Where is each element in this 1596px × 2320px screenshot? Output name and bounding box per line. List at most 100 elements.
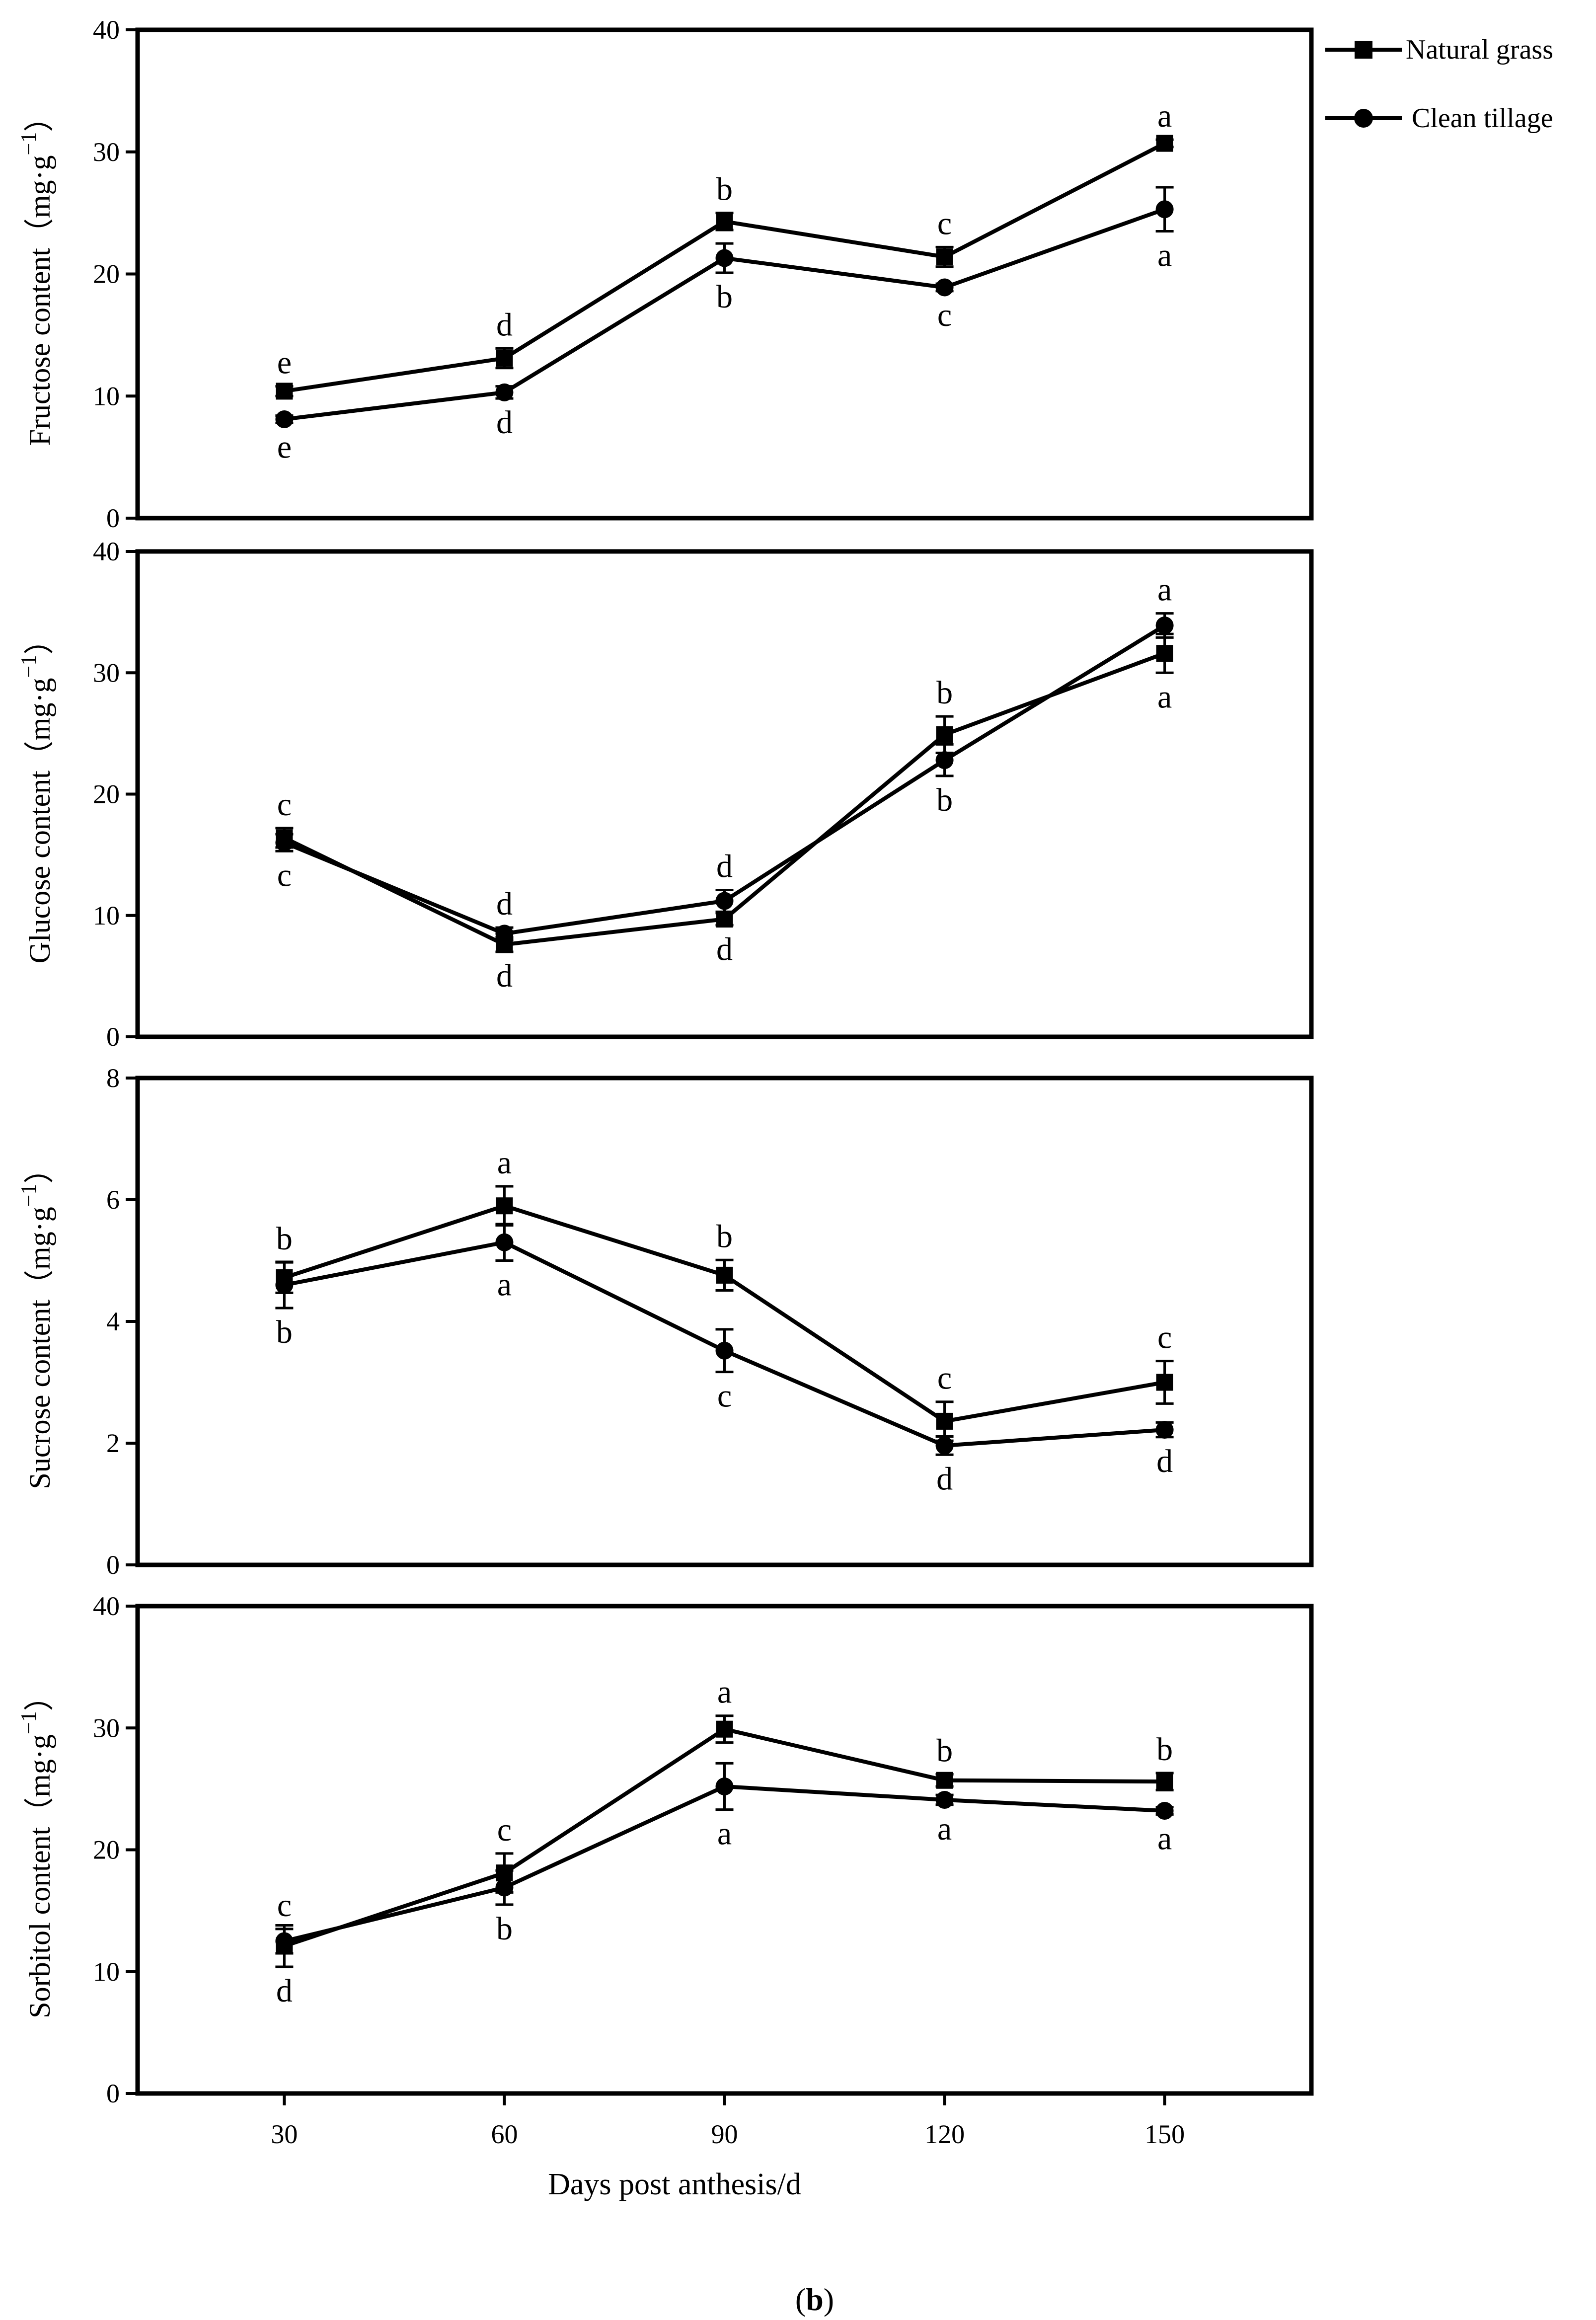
data-point [936,1772,953,1789]
x-tick-label: 120 [924,2119,965,2149]
data-point [1155,616,1174,634]
data-point [1155,1802,1174,1820]
significance-letter: a [717,1674,732,1710]
data-point [275,1276,294,1294]
y-axis-label: Fructose content（mg·g−1） [16,102,56,446]
x-tick-label: 60 [491,2119,518,2149]
y-axis-label-exponent: −1 [16,655,41,678]
series-clean-tillage [275,612,1174,943]
data-point [275,1932,294,1950]
data-point [496,350,513,367]
data-point [936,248,953,266]
significance-letter: d [1156,1443,1173,1479]
x-tick-label: 150 [1144,2119,1185,2149]
significance-letter: b [496,1911,513,1947]
series-clean-tillage [275,186,1174,428]
data-point [715,1777,734,1795]
y-tick-label: 10 [93,901,120,930]
significance-letter: d [936,1461,953,1497]
significance-letter: c [937,205,952,241]
data-point [716,213,733,230]
y-axis-label: Glucose content（mg·g−1） [16,625,56,964]
significance-letter: b [716,171,733,208]
y-tick-label: 0 [106,2079,120,2108]
significance-letter: c [937,297,952,333]
significance-letter: e [277,345,292,381]
y-axis-label-exponent: −1 [16,1183,41,1207]
data-point [495,1878,514,1897]
y-tick-label: 8 [106,1063,120,1093]
significance-letter: a [937,1811,952,1847]
y-axis-label-tail: ） [23,1681,56,1711]
data-point [1156,645,1173,662]
significance-letter: c [1157,1319,1172,1356]
y-tick-label: 0 [106,503,120,533]
legend: Natural grass Clean tillage [1325,34,1553,134]
data-point [496,1197,513,1215]
y-tick-label: 10 [93,1957,120,1987]
significance-letter: a [717,1816,732,1852]
y-axis-label-tail: ） [23,102,56,132]
y-tick-label: 4 [106,1307,120,1336]
significance-letter: b [276,1314,293,1350]
significance-letter: a [497,1145,512,1181]
y-tick-label: 30 [93,1713,120,1743]
data-point [935,1436,954,1455]
data-point [935,751,954,770]
significance-letter: a [497,1267,512,1303]
panel-1: 0 10 20 30 40 Fructose content（mg·g−1） e e d d b b c… [16,15,1314,533]
data-point [1155,200,1174,219]
legend-label-natural-grass: Natural grass [1406,34,1553,65]
y-tick-label: 6 [106,1185,120,1215]
y-tick-label: 0 [106,1022,120,1052]
series-natural-grass [275,1714,1174,1968]
data-point [715,1341,734,1360]
y-tick-label: 40 [93,537,120,566]
y-axis-label: Sorbitol content（mg·g−1） [16,1681,56,2018]
circle-marker-icon [1354,109,1373,128]
panel-4: 0 10 20 30 40 Sorbitol content（mg·g−1） 30 60 90 1… [16,1591,1314,2149]
data-point [716,1720,733,1738]
significance-letter: b [936,675,953,711]
series-clean-tillage [275,1762,1174,1955]
significance-letter: d [496,307,513,343]
significance-letter: a [1157,679,1172,715]
significance-letter: d [496,404,513,441]
x-axis-label: Days post anthesis/d [548,2167,801,2201]
y-tick-label: 20 [93,259,120,289]
series-natural-grass [275,1185,1174,1442]
significance-letter: c [497,1812,512,1848]
significance-letter: c [277,1887,292,1924]
significance-letter: b [936,782,953,818]
significance-letter: b [1156,1731,1173,1768]
y-tick-label: 40 [93,1591,120,1621]
series-clean-tillage [275,1223,1174,1456]
x-tick-label: 90 [711,2119,738,2149]
significance-letter: d [496,886,513,922]
y-axis-label-exponent: −1 [16,1711,41,1734]
y-tick-label: 30 [93,137,120,167]
data-point [936,726,953,743]
y-tick-label: 40 [93,15,120,45]
significance-letter: b [716,279,733,315]
significance-letter: d [276,1973,293,2009]
y-tick-label: 2 [106,1428,120,1458]
x-tick-label: 30 [271,2119,298,2149]
data-point [715,892,734,910]
data-point [495,1233,514,1251]
y-axis-label: Sucrose content（mg·g−1） [16,1154,56,1489]
y-tick-label: 20 [93,779,120,809]
data-point [275,834,294,852]
significance-letter: b [936,1732,953,1769]
square-marker-icon [1355,41,1372,59]
significance-letter: d [716,931,733,967]
significance-letter: c [277,857,292,893]
data-point [1156,135,1173,152]
significance-letter: b [276,1221,293,1257]
series-line [283,623,1166,936]
y-axis-label-exponent: −1 [16,132,41,155]
y-tick-label: 0 [106,1550,120,1580]
